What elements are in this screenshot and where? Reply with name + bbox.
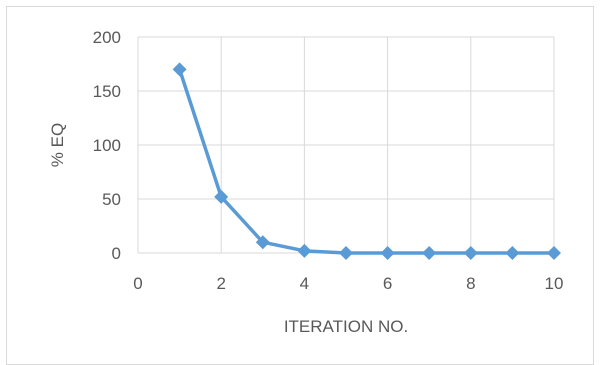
y-axis-title: % EQ [48,123,67,167]
series-line [177,67,556,255]
y-tick-label: 50 [102,190,121,209]
data-point-marker [339,246,353,260]
data-point-marker [255,235,270,250]
x-axis-title: ITERATION NO. [284,317,408,336]
data-point-marker [505,246,520,260]
data-point-marker [172,62,187,77]
x-tick-label: 10 [545,274,564,293]
data-point-marker [214,189,229,204]
data-point-marker [422,246,437,260]
y-tick-label: 150 [93,82,121,101]
y-tick-label: 200 [93,28,121,47]
series-layer [172,62,561,260]
data-point-marker [297,243,312,258]
chart-frame [6,6,594,365]
y-tick-label: 100 [93,136,121,155]
x-tick-label: 4 [300,274,309,293]
data-point-marker [380,246,395,260]
x-tick-label: 8 [466,274,475,293]
x-tick-label: 2 [216,274,225,293]
x-tick-label: 0 [133,274,142,293]
data-point-marker [463,246,478,260]
x-tick-label: 6 [383,274,392,293]
gridlines [137,36,555,254]
data-point-marker [547,246,561,260]
y-axis-tick-labels: 0 50 100 150 200 [93,28,121,263]
x-axis-tick-labels: 0 2 4 6 8 10 [133,274,563,293]
y-tick-label: 0 [112,244,121,263]
